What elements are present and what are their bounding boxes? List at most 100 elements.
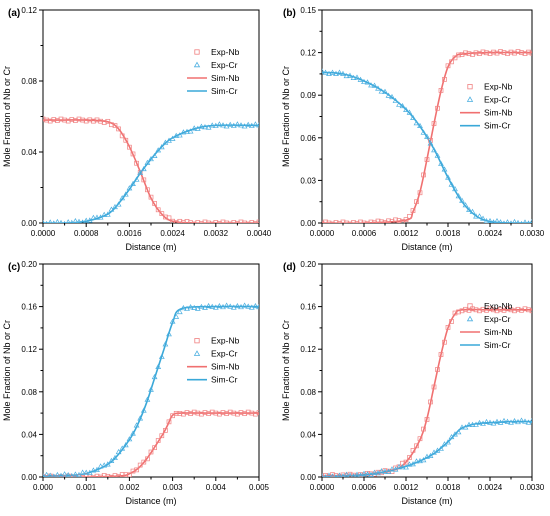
marker-exp-nb [76,116,82,122]
marker-exp-cr [140,407,147,413]
marker-exp-nb [459,308,465,314]
legend-marker-exp-cr [193,61,201,68]
marker-exp-nb [80,117,85,123]
marker-exp-cr [176,308,183,315]
marker-exp-nb [130,151,136,157]
marker-exp-nb [393,217,398,223]
marker-exp-nb [361,220,367,223]
marker-exp-cr [90,467,97,473]
plot-area [322,49,532,223]
marker-exp-cr [364,79,371,85]
marker-exp-cr [252,302,259,309]
marker-exp-cr [455,193,462,199]
marker-exp-cr [459,197,465,203]
legend-marker-exp-nb [467,84,473,90]
legend: Exp-Nb Exp-Cr Sim-Nb Sim-Cr [460,82,513,131]
marker-exp-nb [224,220,229,223]
x-tick-label: 0.0000 [310,483,335,492]
x-tick-label: 0.0000 [310,229,335,238]
x-tick-label: 0.0024 [478,229,503,238]
marker-exp-cr [417,122,423,128]
marker-exp-cr [45,220,48,223]
marker-exp-cr [361,78,367,85]
marker-exp-cr [238,303,244,310]
marker-exp-cr [476,213,483,219]
marker-exp-nb [442,77,447,82]
marker-exp-nb [119,133,125,139]
x-tick-label: 0.0006 [352,483,377,492]
marker-exp-cr [155,147,162,153]
marker-exp-cr [66,219,71,223]
marker-exp-cr [212,122,219,128]
marker-exp-nb [340,219,346,223]
marker-exp-nb [414,199,419,205]
marker-exp-nb [141,177,147,183]
marker-exp-nb [396,218,402,223]
plot-frame [42,9,260,224]
marker-exp-cr [94,214,100,220]
marker-exp-nb [477,308,482,314]
x-axis-label: Distance (m) [401,496,452,506]
marker-exp-cr [184,128,190,134]
marker-exp-nb [442,339,447,345]
y-tick-label: 0.06 [300,134,316,143]
marker-exp-cr [137,415,144,421]
marker-exp-cr [413,120,420,126]
marker-exp-cr [61,471,68,477]
x-tick-label: 0.0030 [520,229,545,238]
y-tick-label: 0.00 [300,473,316,482]
marker-exp-cr [119,195,126,201]
marker-exp-cr [491,219,496,223]
marker-exp-nb [519,50,524,55]
marker-exp-cr [417,457,423,464]
marker-exp-cr [466,206,472,212]
marker-exp-cr [241,302,248,308]
marker-exp-nb [69,117,75,122]
marker-exp-nb [159,433,165,439]
marker-exp-cr [220,303,226,310]
marker-exp-cr [476,419,483,426]
marker-exp-nb [253,411,258,417]
legend-label: Exp-Cr [484,95,511,105]
marker-exp-cr [122,442,129,448]
y-tick-label: 0.12 [300,345,316,354]
marker-exp-nb [47,118,53,124]
marker-exp-nb [351,220,356,223]
marker-exp-nb [177,218,183,223]
marker-exp-cr [385,92,392,98]
marker-exp-nb [494,308,500,314]
marker-exp-nb [44,475,49,477]
legend-label: Exp-Cr [211,349,238,359]
marker-exp-cr [48,219,53,223]
y-axis-label: Mole Fraction of Nb or Cr [281,320,291,421]
marker-exp-cr [399,102,406,109]
marker-exp-cr [322,69,329,75]
marker-exp-cr [191,125,198,131]
marker-exp-nb [141,459,147,465]
y-tick-label: 0.00 [21,473,37,482]
marker-exp-nb [512,50,517,56]
marker-exp-cr [187,128,194,134]
marker-exp-cr [180,129,187,135]
marker-exp-nb [43,116,46,122]
marker-exp-nb [330,221,335,223]
marker-exp-cr [162,341,169,347]
marker-exp-cr [494,217,500,223]
marker-exp-nb [98,474,103,477]
marker-exp-nb [515,306,521,312]
marker-exp-nb [463,50,468,56]
marker-exp-nb [365,221,370,223]
marker-exp-nb [529,308,532,314]
marker-exp-cr [112,203,118,210]
marker-exp-cr [389,466,395,472]
marker-exp-cr [158,353,165,359]
series-line-sim-nb [43,119,259,223]
y-tick-label: 0.03 [300,176,316,185]
marker-exp-cr [501,417,507,424]
marker-exp-cr [389,93,395,100]
marker-exp-cr [169,135,176,141]
legend-label: Exp-Nb [211,336,240,346]
y-tick-label: 0.15 [300,6,316,15]
marker-exp-nb [487,306,493,312]
marker-exp-cr [202,124,208,130]
